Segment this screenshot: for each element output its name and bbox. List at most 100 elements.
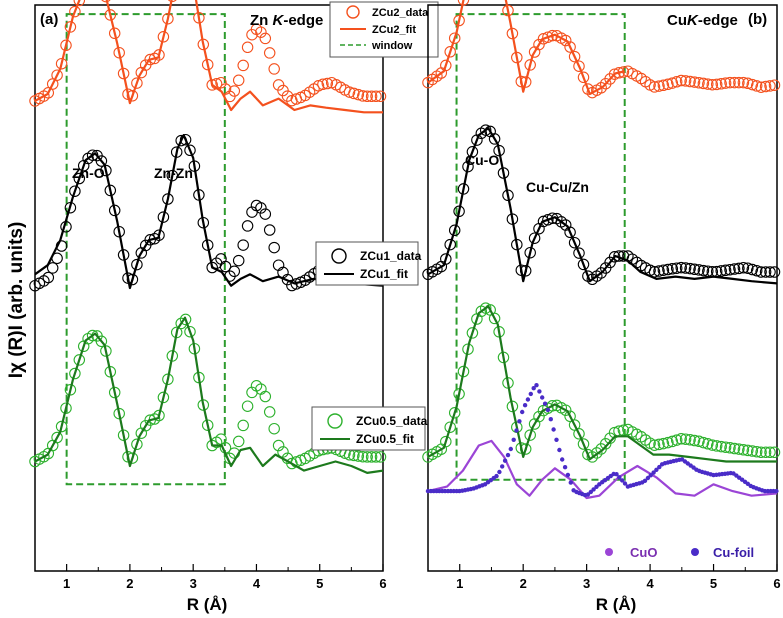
series-line-b-zcu0-5-fit — [427, 305, 777, 463]
data-point-b-zcu0-5-data — [755, 446, 767, 459]
data-point-a-zcu0-5-data — [144, 414, 156, 426]
panel-a-letter: (a) — [40, 11, 58, 28]
legend-zcu05-data-label: ZCu0.5_data — [356, 414, 428, 428]
panel-b-edge-italic: K — [687, 12, 699, 29]
data-point-a-zcu2-data — [60, 39, 72, 52]
data-point-b-zcu1-data — [657, 264, 670, 276]
data-point-a-zcu2-data — [153, 49, 165, 61]
data-point-b-cu-foil — [651, 470, 656, 475]
data-point-a-zcu0-5-data — [259, 390, 272, 403]
data-point-b-zcu1-data — [755, 266, 767, 278]
data-point-b-zcu1-data — [444, 238, 456, 251]
panel-b-xlabel: R (Å) — [596, 595, 637, 614]
data-point-a-zcu0-5-data — [263, 406, 276, 418]
legend-zcu2: ZCu2_data ZCu2_fit window — [329, 1, 439, 58]
data-point-b-cu-foil — [522, 403, 528, 408]
fit-window-b — [455, 13, 626, 481]
data-point-b-zcu2-data — [750, 80, 763, 92]
data-point-b-zcu1-data — [479, 124, 492, 136]
data-point-b-cu-foil — [517, 419, 522, 424]
data-point-b-zcu2-data — [715, 78, 727, 90]
data-point-b-zcu2-data — [759, 80, 772, 93]
panel-a-edge-main: Zn — [250, 12, 273, 29]
cufoil-legend-marker — [691, 548, 699, 556]
zn-zn-label: Zn-Zn — [154, 165, 193, 181]
data-point-a-zcu0-5-data — [361, 451, 373, 463]
data-point-a-zcu2-data — [374, 90, 387, 103]
data-point-b-zcu1-data — [662, 263, 674, 276]
data-point-a-zcu2-data — [108, 27, 121, 40]
data-point-a-zcu0-5-data — [374, 451, 387, 463]
series-b-zcu1-data — [422, 124, 781, 286]
data-point-b-zcu2-data — [742, 77, 754, 90]
data-point-b-zcu2-data — [764, 80, 776, 92]
data-point-b-cu-foil — [588, 489, 593, 495]
panel-b-marks: 1 2 3 4 5 6 — [422, 0, 781, 591]
data-point-b-cu-foil — [497, 469, 502, 475]
series-line-b-zcu1-fit — [427, 127, 778, 285]
data-point-a-zcu0-5-data — [352, 450, 365, 462]
data-point-a-zcu2-data — [55, 57, 68, 70]
data-point-b-zcu2-data — [595, 82, 607, 94]
data-point-b-zcu1-data — [528, 232, 541, 244]
legend-zcu1-box — [315, 241, 419, 286]
data-point-b-zcu2-data — [737, 76, 750, 89]
data-point-b-cu-foil — [622, 481, 628, 486]
data-point-a-zcu0-5-data — [365, 451, 378, 463]
data-point-b-zcu2-data — [697, 77, 710, 90]
x-tick-label-a: 2 — [126, 576, 133, 591]
data-point-b-zcu2-data — [662, 78, 674, 91]
data-point-b-cu-foil — [525, 397, 531, 402]
data-point-b-cu-foil — [585, 492, 591, 497]
data-point-b-zcu2-data — [755, 81, 767, 93]
data-point-b-zcu2-data — [719, 77, 732, 89]
data-point-b-zcu2-data — [440, 59, 452, 72]
data-point-b-zcu1-data — [466, 146, 479, 158]
data-point-b-zcu0-5-data — [733, 443, 745, 455]
data-point-b-zcu2-data — [524, 59, 536, 71]
data-point-b-zcu2-data — [613, 67, 625, 79]
data-point-b-zcu1-data — [670, 262, 683, 274]
data-point-b-zcu2-data — [684, 75, 696, 88]
data-point-b-zcu0-5-data — [488, 312, 501, 325]
data-point-b-zcu1-data — [693, 264, 705, 276]
data-point-a-zcu1-data — [263, 224, 276, 236]
data-point-b-zcu2-data — [768, 79, 781, 91]
data-point-a-zcu0-5-data — [95, 335, 108, 348]
data-point-a-zcu0-5-data — [69, 367, 81, 380]
data-point-a-zcu2-data — [237, 59, 249, 72]
series-line-a-zcu1-fit — [34, 134, 384, 290]
panel-b-frame — [427, 4, 778, 572]
data-point-b-zcu2-data — [693, 77, 705, 89]
data-point-a-zcu2-data — [126, 90, 139, 102]
data-point-a-zcu1-data — [153, 229, 165, 241]
data-point-b-zcu0-5-data — [573, 428, 585, 440]
legend-zcu2-data-marker — [346, 5, 360, 19]
data-point-b-zcu1-data — [488, 133, 501, 145]
legend-zcu05: ZCu0.5_data ZCu0.5_fit — [311, 406, 428, 451]
data-point-b-zcu1-data — [733, 262, 745, 275]
data-point-b-zcu0-5-data — [746, 445, 759, 457]
data-point-a-zcu0-5-data — [237, 419, 249, 432]
data-point-b-zcu0-5-data — [697, 436, 710, 449]
data-point-b-zcu1-data — [542, 214, 554, 226]
data-point-a-zcu2-data — [255, 26, 267, 38]
data-point-a-zcu0-5-data — [73, 354, 86, 366]
data-point-b-zcu0-5-data — [750, 445, 763, 458]
data-point-b-zcu1-data — [764, 266, 776, 278]
data-point-b-cu-foil — [502, 458, 508, 463]
data-point-b-cu-foil — [542, 401, 548, 406]
data-point-b-cu-foil — [654, 467, 659, 472]
data-point-b-zcu2-data — [670, 76, 683, 88]
data-point-b-zcu2-data — [679, 75, 692, 87]
x-tick-label-b: 1 — [456, 576, 463, 591]
data-point-b-zcu1-data — [448, 224, 461, 237]
data-point-b-zcu0-5-data — [653, 438, 665, 451]
data-point-a-zcu2-data — [241, 41, 254, 54]
data-point-a-zcu2-data — [281, 90, 294, 102]
data-point-a-zcu1-data — [184, 144, 196, 157]
data-point-a-zcu2-data — [228, 85, 241, 97]
data-point-b-zcu2-data — [444, 46, 456, 58]
data-point-b-zcu0-5-data — [466, 327, 479, 339]
data-point-a-zcu1-data — [268, 241, 280, 254]
